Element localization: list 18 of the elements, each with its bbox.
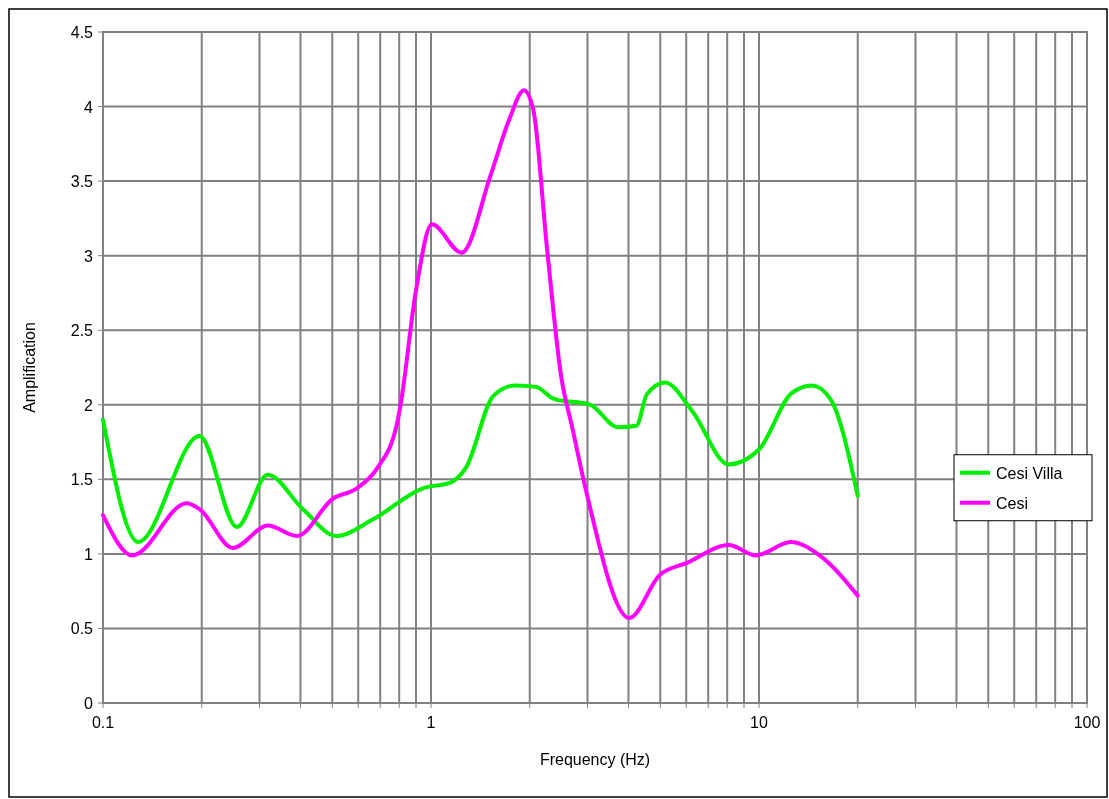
x-tick-label: 10 bbox=[750, 714, 768, 731]
x-axis-title: Frequency (Hz) bbox=[539, 751, 651, 768]
y-tick-label: 0.5 bbox=[70, 620, 94, 638]
y-tick-label: 1.5 bbox=[70, 471, 94, 489]
y-tick-label: 2 bbox=[84, 396, 94, 414]
y-axis-title: Amplification bbox=[21, 322, 38, 413]
legend-label: Cesi Villa bbox=[996, 464, 1063, 482]
y-tick-label: 3 bbox=[84, 247, 94, 265]
y-tick-label: 4.5 bbox=[70, 24, 94, 41]
y-tick-label: 0 bbox=[84, 695, 94, 712]
y-tick-label: 2.5 bbox=[70, 322, 94, 340]
x-tick-label: 0.1 bbox=[91, 714, 115, 731]
x-tick-label: 1 bbox=[426, 714, 436, 731]
y-tick-label: 4 bbox=[84, 98, 94, 116]
legend-label: Cesi bbox=[996, 494, 1029, 512]
x-tick-label: 100 bbox=[1073, 714, 1101, 731]
y-tick-label: 3.5 bbox=[70, 173, 94, 191]
y-tick-label: 1 bbox=[84, 545, 94, 563]
